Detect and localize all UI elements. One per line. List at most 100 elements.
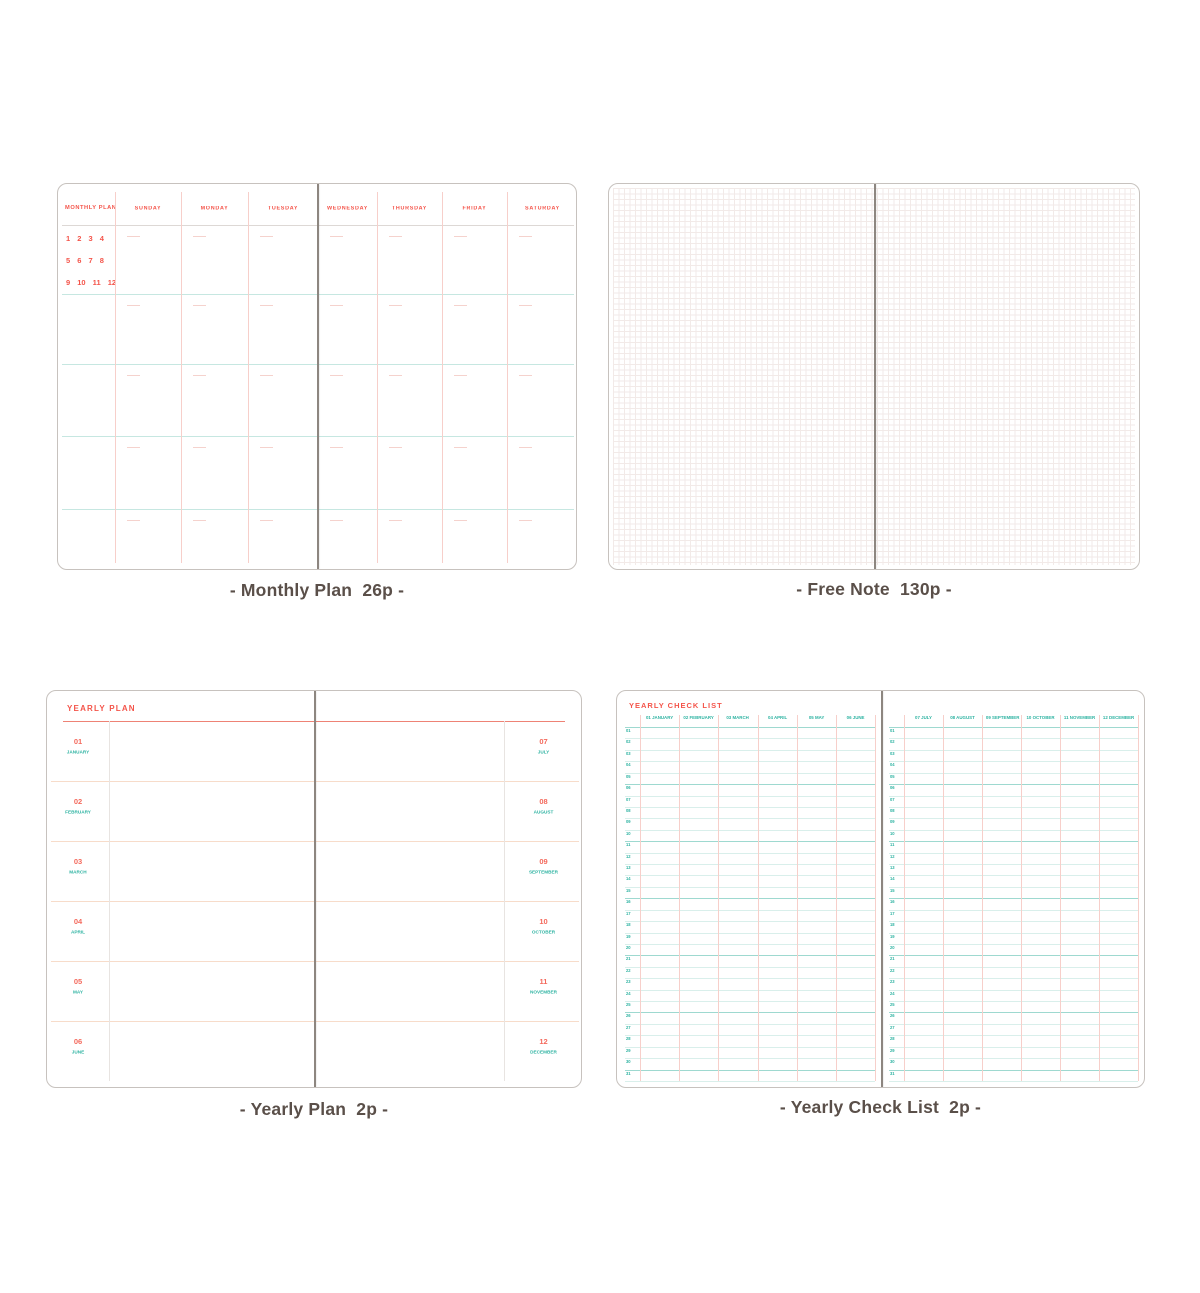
date-placeholder-dash bbox=[454, 375, 467, 376]
checklist-column-line bbox=[1021, 715, 1022, 1081]
month-name-label: JULY bbox=[537, 750, 550, 756]
checklist-row-line bbox=[625, 806, 875, 808]
date-placeholder-dash bbox=[519, 305, 532, 306]
spine-binding-line bbox=[314, 691, 316, 1087]
checklist-row-number: 04 bbox=[626, 763, 631, 768]
checklist-month-header: 06 JUNE bbox=[846, 716, 865, 721]
checklist-row-line bbox=[625, 978, 875, 980]
checklist-row-line bbox=[625, 761, 875, 763]
month-number-label: 09 bbox=[539, 857, 548, 866]
month-number-label: 03 bbox=[73, 857, 83, 866]
checklist-row-number: 17 bbox=[890, 911, 895, 917]
date-placeholder-dash bbox=[260, 447, 273, 448]
checklist-row-line bbox=[625, 772, 875, 774]
month-number-row: 1 2 3 4 bbox=[66, 234, 104, 243]
date-placeholder-dash bbox=[260, 236, 273, 237]
checklist-row-line bbox=[889, 989, 1138, 991]
month-name-label: SEPTEMBER bbox=[528, 870, 559, 876]
checklist-row-number: 23 bbox=[626, 980, 631, 985]
checklist-header-underline bbox=[889, 727, 1138, 728]
label-column-line bbox=[109, 721, 110, 1081]
checklist-month-header: 03 MARCH bbox=[726, 716, 750, 721]
checklist-row-line bbox=[625, 989, 875, 991]
checklist-month-header: 01 JANUARY bbox=[645, 716, 674, 721]
checklist-month-header: 04 APRIL bbox=[767, 716, 787, 721]
month-number-label: 07 bbox=[539, 737, 548, 746]
checklist-row-line bbox=[889, 761, 1138, 763]
monthly-plan-caption: - Monthly Plan 26p - bbox=[229, 580, 405, 600]
checklist-row-number: 02 bbox=[890, 740, 895, 745]
checklist-row-number: 04 bbox=[890, 763, 895, 768]
checklist-column-line bbox=[757, 715, 759, 1081]
checklist-month-header: 09 SEPTEMBER bbox=[985, 716, 1020, 721]
checklist-row-number: 07 bbox=[626, 797, 631, 803]
checklist-row-line bbox=[889, 955, 1138, 957]
checklist-row-number: 12 bbox=[890, 854, 895, 860]
checklist-row-number: 27 bbox=[626, 1025, 631, 1031]
date-placeholder-dash bbox=[193, 305, 206, 306]
checklist-month-header: 05 MAY bbox=[808, 716, 824, 721]
checklist-row-number: 14 bbox=[626, 877, 631, 882]
month-number-label: 10 bbox=[539, 917, 548, 926]
checklist-row-number: 20 bbox=[890, 945, 895, 951]
checklist-column-line bbox=[640, 715, 641, 1081]
checklist-row-line bbox=[889, 1081, 1138, 1082]
day-column-line bbox=[115, 192, 116, 563]
month-number-label: 05 bbox=[73, 977, 83, 986]
checklist-row-number: 07 bbox=[890, 797, 895, 803]
yearly-checklist-caption: - Yearly Check List 2p - bbox=[779, 1097, 982, 1117]
checklist-row-line bbox=[625, 864, 875, 866]
checklist-row-line bbox=[889, 864, 1138, 866]
checklist-row-line bbox=[889, 749, 1138, 751]
checklist-row-line bbox=[625, 1069, 875, 1071]
checklist-row-number: 01 bbox=[626, 729, 631, 734]
checklist-row-number: 28 bbox=[626, 1037, 631, 1042]
checklist-row-number: 22 bbox=[626, 968, 631, 974]
checklist-row-number: 08 bbox=[626, 808, 631, 814]
date-placeholder-dash bbox=[330, 236, 343, 237]
date-placeholder-dash bbox=[127, 305, 140, 306]
date-placeholder-dash bbox=[389, 447, 402, 448]
month-name-label: AUGUST bbox=[533, 810, 554, 816]
checklist-column-line bbox=[1099, 715, 1100, 1081]
date-placeholder-dash bbox=[330, 375, 343, 376]
date-placeholder-dash bbox=[260, 305, 273, 306]
checklist-row-number: 16 bbox=[890, 900, 895, 905]
checklist-month-header: 12 DECEMBER bbox=[1102, 716, 1135, 721]
checklist-row-line bbox=[889, 943, 1138, 945]
spine-binding-line bbox=[317, 184, 319, 569]
checklist-row-line bbox=[889, 966, 1138, 968]
month-name-label: APRIL bbox=[70, 930, 86, 936]
day-column-line bbox=[248, 192, 249, 563]
date-placeholder-dash bbox=[519, 375, 532, 376]
date-placeholder-dash bbox=[127, 375, 140, 376]
month-name-label: MAY bbox=[73, 990, 83, 996]
date-placeholder-dash bbox=[193, 447, 206, 448]
checklist-row-line bbox=[889, 1001, 1138, 1003]
checklist-row-line bbox=[889, 738, 1138, 740]
checklist-row-number: 20 bbox=[626, 945, 631, 951]
checklist-row-number: 03 bbox=[890, 751, 895, 757]
label-column-line bbox=[504, 721, 505, 1081]
checklist-row-line bbox=[889, 921, 1138, 923]
checklist-row-number: 11 bbox=[626, 843, 631, 848]
checklist-row-line bbox=[625, 1012, 875, 1014]
checklist-row-number: 25 bbox=[626, 1003, 631, 1008]
checklist-row-number: 26 bbox=[890, 1014, 895, 1019]
date-placeholder-dash bbox=[389, 236, 402, 237]
checklist-row-line bbox=[625, 1058, 875, 1060]
checklist-row-number: 17 bbox=[626, 911, 631, 917]
checklist-row-line bbox=[625, 1001, 875, 1003]
checklist-column-line bbox=[904, 715, 905, 1081]
checklist-row-number: 06 bbox=[890, 786, 895, 791]
date-placeholder-dash bbox=[454, 447, 467, 448]
yearly-plan-title: YEARLY PLAN bbox=[67, 704, 136, 713]
month-name-label: FEBRUARY bbox=[65, 810, 91, 816]
day-header-label: MONDAY bbox=[200, 206, 229, 212]
checklist-row-number: 18 bbox=[626, 923, 631, 928]
date-placeholder-dash bbox=[260, 520, 273, 521]
date-placeholder-dash bbox=[389, 520, 402, 521]
day-header-label: THURSDAY bbox=[391, 206, 428, 212]
month-number-label: 12 bbox=[539, 1037, 548, 1046]
